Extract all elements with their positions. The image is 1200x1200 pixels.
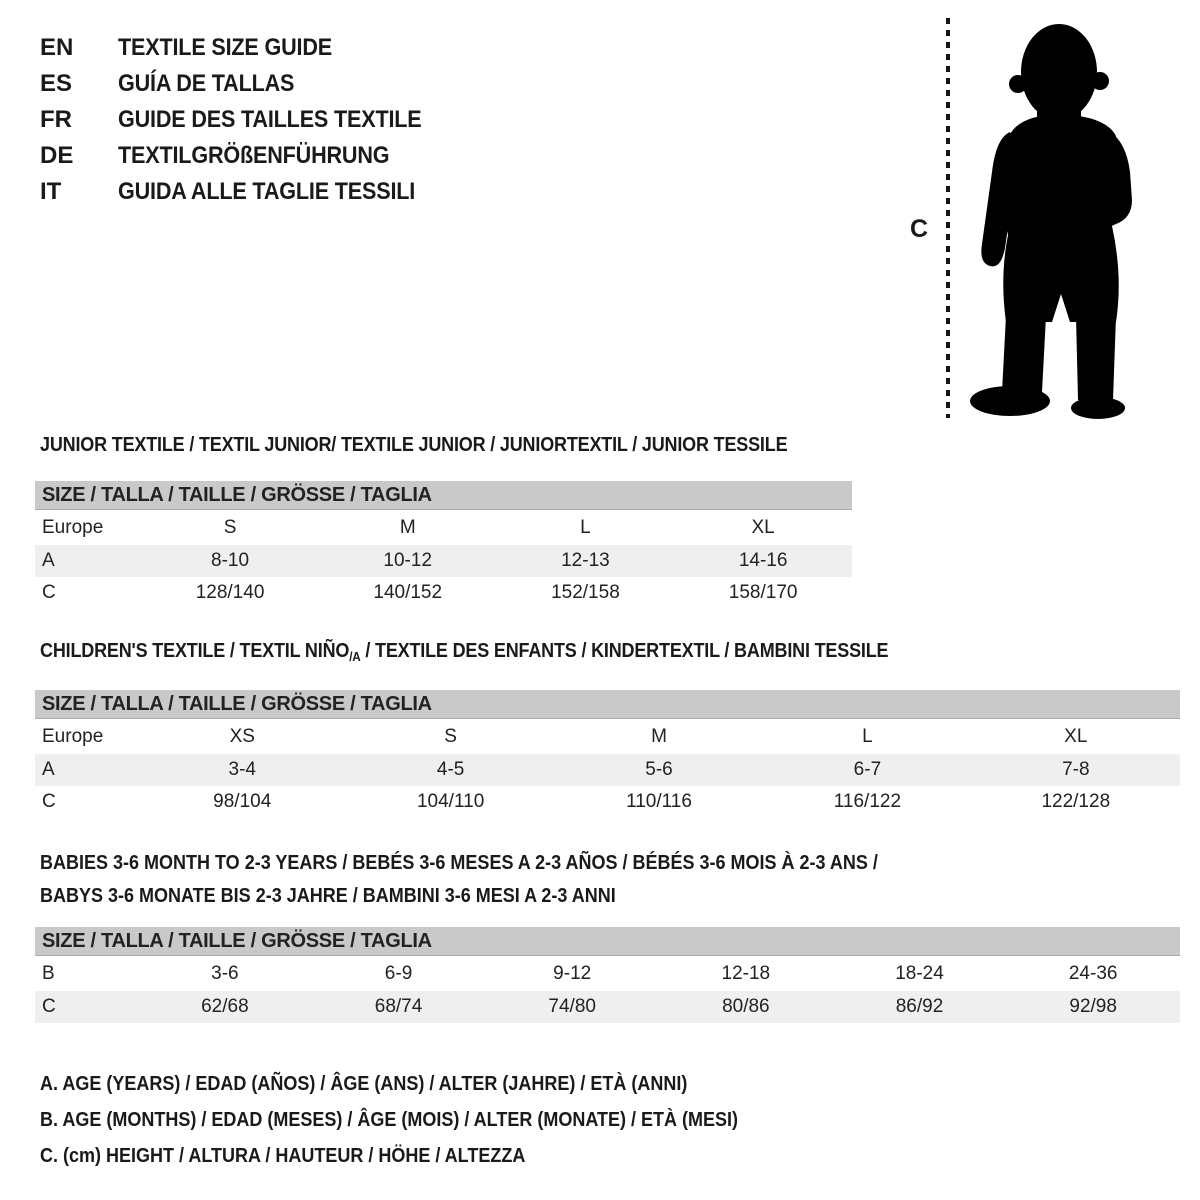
column-header: S xyxy=(223,516,237,538)
babies-size-bar: SIZE / TALLA / TAILLE / GRÖSSE / TAGLIA xyxy=(35,927,1180,956)
babies-row-b: B 3-6 6-9 9-12 12-18 18-24 24-36 xyxy=(35,956,1180,991)
babies-row-c: C 62/68 68/74 74/80 80/86 86/92 92/98 xyxy=(35,991,1180,1023)
table-cell: 6-7 xyxy=(853,759,882,780)
children-size-table: SIZE / TALLA / TAILLE / GRÖSSE / TAGLIA … xyxy=(35,690,1180,818)
lang-title: GUIDA ALLE TAGLIE TESSILI xyxy=(118,178,416,205)
lang-row-en: EN TEXTILE SIZE GUIDE xyxy=(40,30,455,66)
table-cell: 12-18 xyxy=(721,962,771,984)
table-cell: 116/122 xyxy=(833,791,902,812)
table-cell: 92/98 xyxy=(1069,996,1117,1017)
lang-title: TEXTILGRÖßENFÜHRUNG xyxy=(118,142,390,169)
column-header: XL xyxy=(751,516,775,538)
children-table: Europe XS S M L XL A 3-4 4-5 5-6 6-7 7-8… xyxy=(35,719,1180,818)
row-label: A xyxy=(42,759,55,780)
table-cell: 24-36 xyxy=(1068,962,1118,984)
column-header: XS xyxy=(229,725,255,747)
height-measure-label: C xyxy=(910,215,929,243)
table-cell: 86/92 xyxy=(895,996,944,1017)
column-header: XL xyxy=(1064,725,1088,747)
children-section-title: CHILDREN'S TEXTILE / TEXTIL NIÑO/A / TEX… xyxy=(40,640,889,664)
table-cell: 68/74 xyxy=(374,996,423,1017)
row-label: C xyxy=(42,996,56,1017)
lang-title: GUÍA DE TALLAS xyxy=(118,70,295,97)
column-header: M xyxy=(651,725,667,747)
toddler-silhouette-icon xyxy=(970,24,1132,419)
column-header: Europe xyxy=(42,725,104,747)
height-measure-dashed-line xyxy=(946,18,950,418)
column-header: S xyxy=(444,725,457,747)
babies-title-line2: BABYS 3-6 MONATE BIS 2-3 JAHRE / BAMBINI… xyxy=(40,885,616,907)
children-title-post: / TEXTILE DES ENFANTS / KINDERTEXTIL / B… xyxy=(360,640,889,662)
table-cell: 74/80 xyxy=(548,996,596,1017)
height-figure: C xyxy=(900,10,1160,430)
junior-size-table: SIZE / TALLA / TAILLE / GRÖSSE / TAGLIA … xyxy=(35,481,852,609)
lang-row-es: ES GUÍA DE TALLAS xyxy=(40,66,455,102)
lang-row-de: DE TEXTILGRÖßENFÜHRUNG xyxy=(40,138,455,174)
table-cell: 10-12 xyxy=(383,550,433,571)
children-title-pre: CHILDREN'S TEXTILE / TEXTIL NIÑO xyxy=(40,640,350,662)
table-cell: 110/116 xyxy=(626,791,692,812)
legend-line-c: C. (cm) HEIGHT / ALTURA / HAUTEUR / HÖHE… xyxy=(40,1145,526,1167)
junior-size-bar: SIZE / TALLA / TAILLE / GRÖSSE / TAGLIA xyxy=(35,481,852,510)
children-size-bar: SIZE / TALLA / TAILLE / GRÖSSE / TAGLIA xyxy=(35,690,1180,719)
table-cell: 152/158 xyxy=(551,582,620,603)
table-cell: 12-13 xyxy=(561,550,610,571)
lang-title: TEXTILE SIZE GUIDE xyxy=(118,34,332,61)
table-cell: 9-12 xyxy=(553,962,592,984)
lang-row-it: IT GUIDA ALLE TAGLIE TESSILI xyxy=(40,174,455,210)
babies-size-table: SIZE / TALLA / TAILLE / GRÖSSE / TAGLIA … xyxy=(35,927,1180,1023)
table-cell: 4-5 xyxy=(436,759,465,780)
row-label: C xyxy=(42,582,56,603)
lang-code: DE xyxy=(40,142,74,169)
table-cell: 128/140 xyxy=(195,582,265,603)
table-cell: 18-24 xyxy=(895,962,944,984)
legend-line-a: A. AGE (YEARS) / EDAD (AÑOS) / ÂGE (ANS)… xyxy=(40,1073,688,1095)
junior-header-row: Europe S M L XL xyxy=(35,510,852,545)
table-cell: 6-9 xyxy=(384,962,413,984)
lang-title: GUIDE DES TAILLES TEXTILE xyxy=(118,106,422,133)
children-title-sub: /A xyxy=(349,649,361,664)
table-cell: 158/170 xyxy=(728,582,798,603)
children-row-c: C 98/104 104/110 110/116 116/122 122/128 xyxy=(35,786,1180,818)
lang-code: ES xyxy=(40,70,73,97)
children-row-a: A 3-4 4-5 5-6 6-7 7-8 xyxy=(35,754,1180,786)
table-cell: 140/152 xyxy=(373,582,443,603)
lang-code: EN xyxy=(40,34,74,61)
table-cell: 7-8 xyxy=(1062,759,1090,780)
babies-section-title: BABIES 3-6 MONTH TO 2-3 YEARS / BEBÉS 3-… xyxy=(40,847,971,913)
table-cell: 8-10 xyxy=(211,550,250,571)
table-cell: 3-4 xyxy=(228,759,256,780)
babies-table: B 3-6 6-9 9-12 12-18 18-24 24-36 C 62/68… xyxy=(35,956,1180,1023)
table-cell: 122/128 xyxy=(1041,791,1111,812)
table-cell: 104/110 xyxy=(416,791,485,812)
junior-table: Europe S M L XL A 8-10 10-12 12-13 14-16… xyxy=(35,510,852,609)
column-header: L xyxy=(580,516,591,538)
table-cell: 3-6 xyxy=(211,962,239,984)
lang-code: IT xyxy=(40,178,62,205)
junior-section-title: JUNIOR TEXTILE / TEXTIL JUNIOR/ TEXTILE … xyxy=(40,434,788,456)
table-cell: 5-6 xyxy=(645,759,673,780)
column-header: Europe xyxy=(42,516,104,538)
row-label: B xyxy=(42,962,55,984)
junior-row-a: A 8-10 10-12 12-13 14-16 xyxy=(35,545,852,577)
children-header-row: Europe XS S M L XL xyxy=(35,719,1180,754)
table-cell: 62/68 xyxy=(201,996,249,1017)
row-label: A xyxy=(42,550,55,571)
row-label: C xyxy=(42,791,56,812)
language-header: EN TEXTILE SIZE GUIDE ES GUÍA DE TALLAS … xyxy=(40,30,455,210)
junior-row-c: C 128/140 140/152 152/158 158/170 xyxy=(35,577,852,609)
table-cell: 80/86 xyxy=(722,996,770,1017)
table-cell: 14-16 xyxy=(738,550,788,571)
column-header: M xyxy=(399,516,416,538)
column-header: L xyxy=(862,725,873,747)
legend-line-b: B. AGE (MONTHS) / EDAD (MESES) / ÂGE (MO… xyxy=(40,1109,738,1131)
measure-legend: A. AGE (YEARS) / EDAD (AÑOS) / ÂGE (ANS)… xyxy=(40,1066,816,1174)
table-cell: 98/104 xyxy=(213,791,272,812)
lang-row-fr: FR GUIDE DES TAILLES TEXTILE xyxy=(40,102,455,138)
babies-title-line1: BABIES 3-6 MONTH TO 2-3 YEARS / BEBÉS 3-… xyxy=(40,852,878,874)
lang-code: FR xyxy=(40,106,72,133)
